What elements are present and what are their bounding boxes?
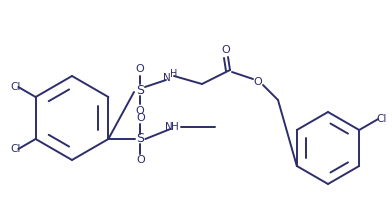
Text: O: O [136, 106, 144, 116]
Text: O: O [221, 45, 230, 55]
Text: H: H [170, 69, 178, 79]
Text: O: O [136, 113, 145, 123]
Text: N: N [163, 73, 171, 83]
Text: Cl: Cl [10, 144, 20, 154]
Text: O: O [136, 155, 145, 165]
Text: Cl: Cl [376, 114, 387, 124]
Text: Cl: Cl [10, 82, 20, 92]
Text: S: S [136, 84, 144, 96]
Text: O: O [136, 64, 144, 74]
Text: H: H [171, 122, 179, 132]
Text: S: S [136, 132, 144, 146]
Text: O: O [254, 77, 262, 87]
Text: N: N [165, 122, 173, 132]
